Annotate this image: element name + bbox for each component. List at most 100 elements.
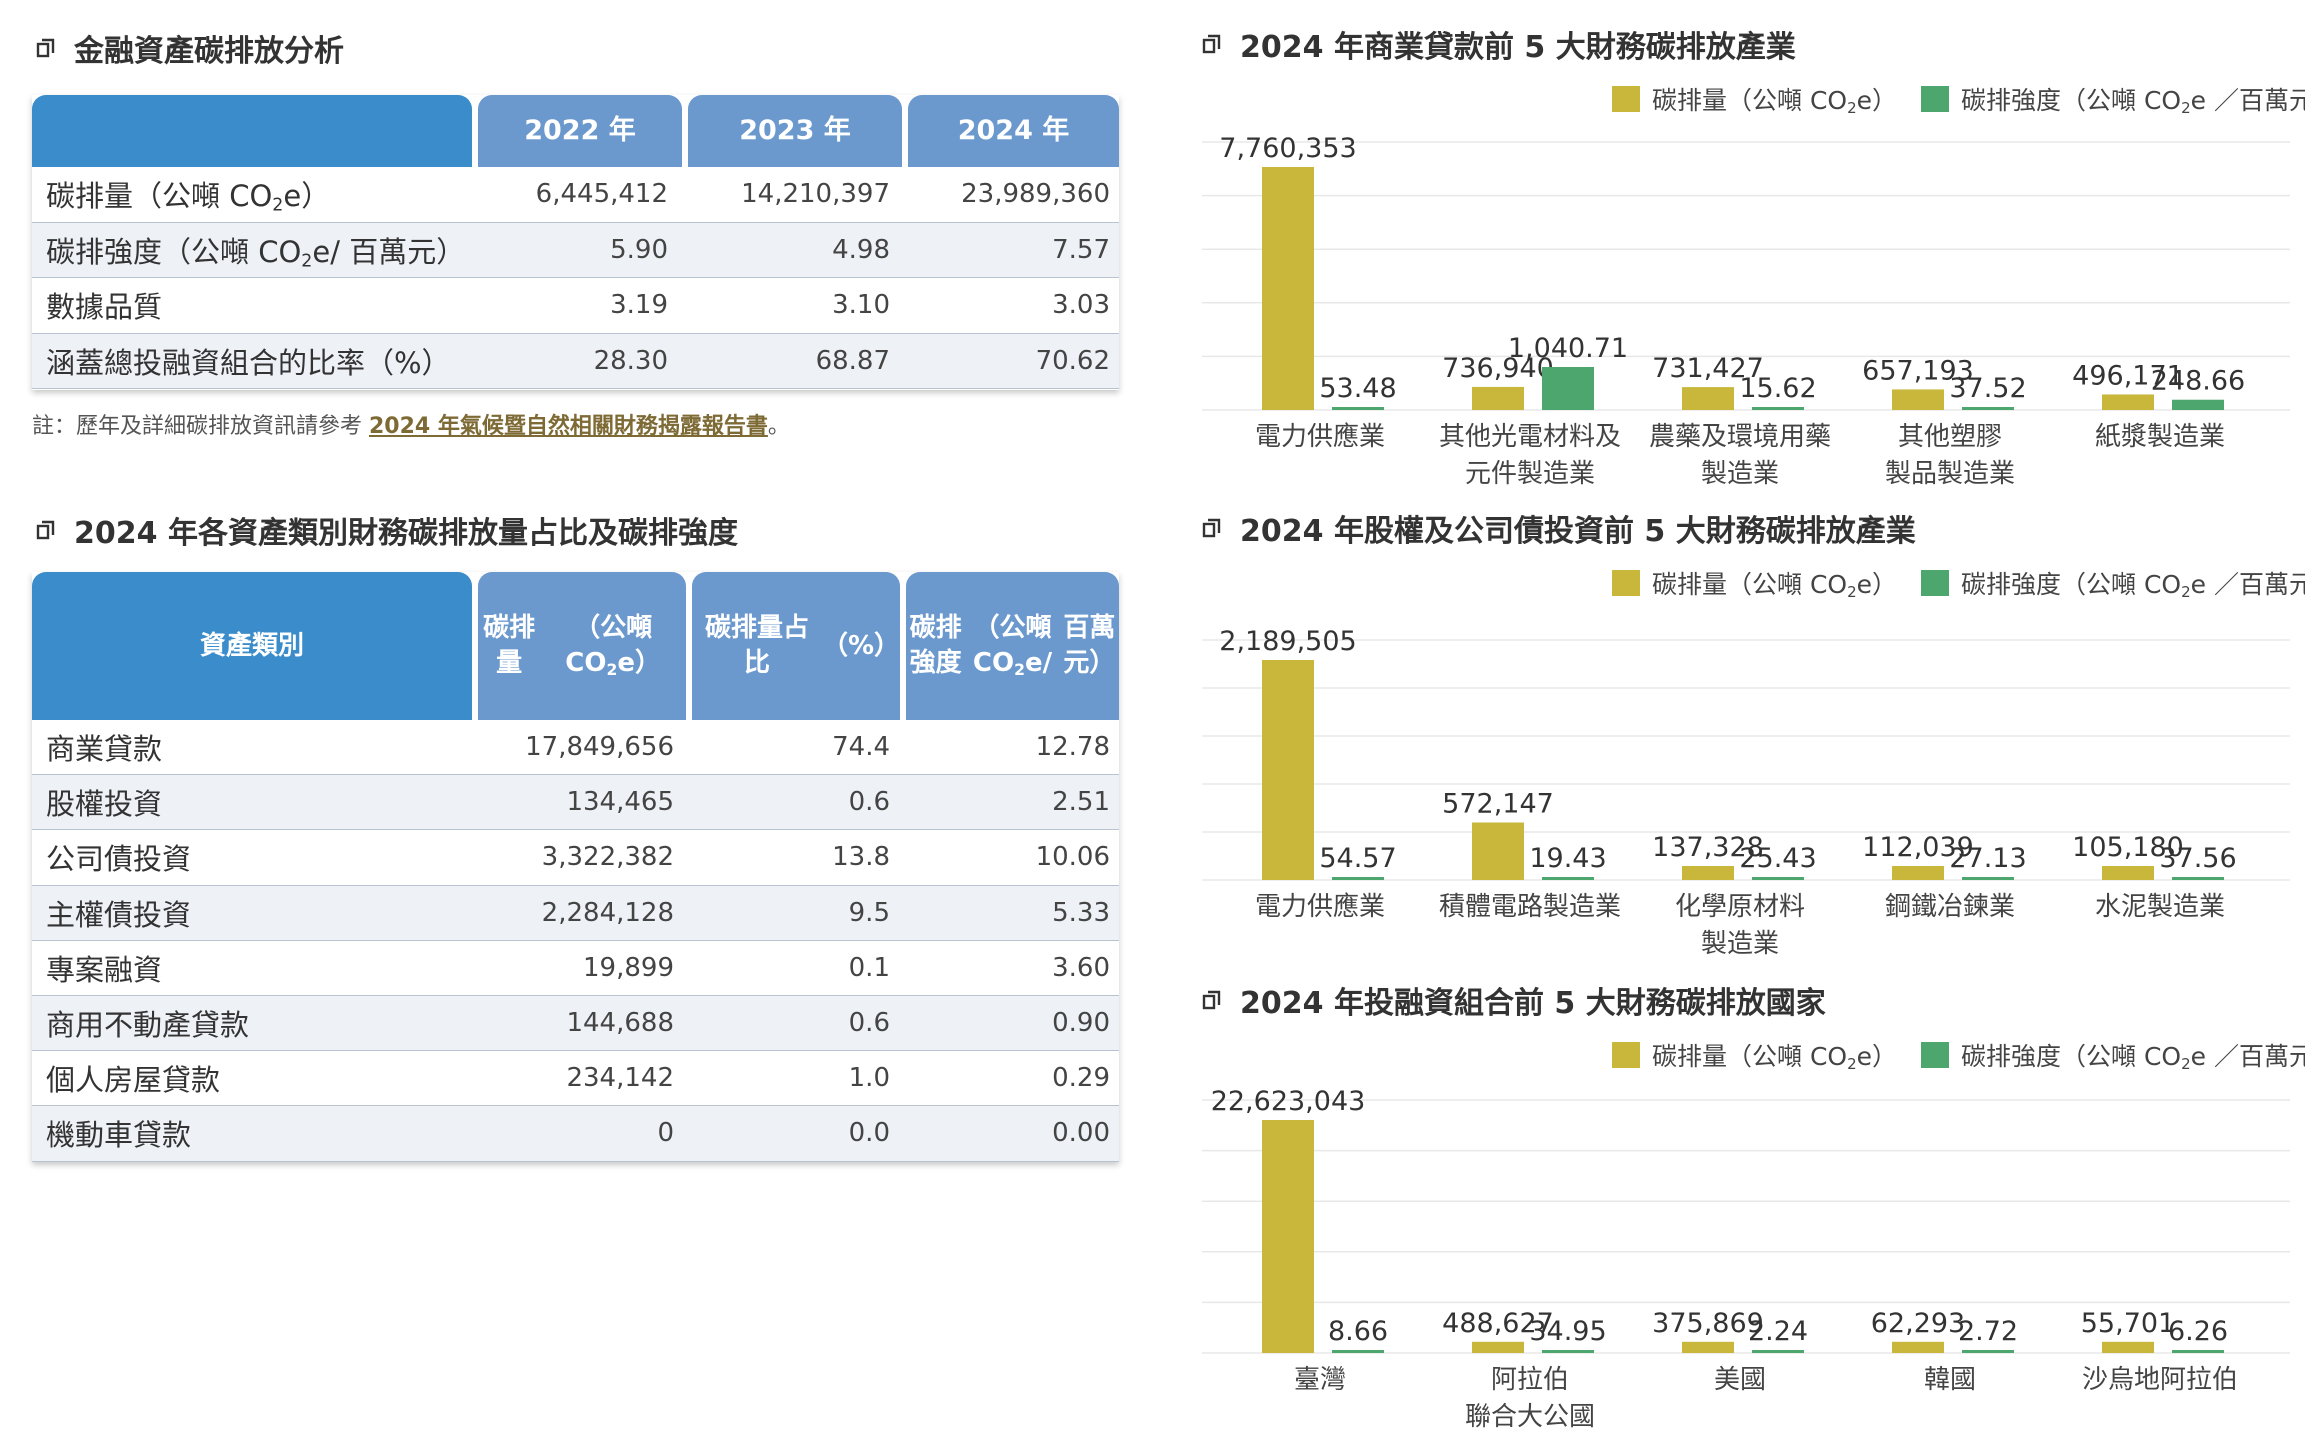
row-label: 主權債投資 [46, 897, 192, 932]
legend-item: 碳排強度（公噸 CO2e ／百萬元） [1921, 81, 2305, 117]
table-cell: 3.19 [610, 290, 668, 321]
legend-label: 碳排強度（公噸 CO2e ／百萬元） [1961, 1042, 2305, 1073]
row-label: 公司債投資 [46, 842, 192, 877]
row-label: 股權投資 [46, 787, 163, 822]
emissions-summary-table: 2022 年 2023 年 2024 年碳排量（公噸 CO2e） 6,445,412 1… [32, 95, 1119, 390]
intensity-value-label: 6.26 [2168, 1316, 2228, 1347]
table-row: 商用不動產貸款 144,688 0.6 0.90 [32, 996, 1119, 1052]
category-label: 農藥及環境用藥 [1649, 422, 1831, 452]
legend-swatch [1921, 86, 1950, 112]
table-header-corner [32, 95, 472, 167]
table-cell: 74.4 [832, 732, 890, 763]
category-label: 紙漿製造業 [2095, 422, 2225, 452]
column-header: 2024 年 [908, 95, 1119, 167]
intensity-bar [1542, 367, 1594, 410]
emission-value-label: 657,193 [1862, 355, 1974, 386]
table-row: 主權債投資 2,284,128 9.5 5.33 [32, 885, 1119, 941]
intensity-value-label: 54.57 [1319, 843, 1396, 874]
category-label: 化學原材料 [1675, 892, 1805, 922]
legend-label: 碳排量（公噸 CO2e） [1652, 1042, 1898, 1073]
report-link[interactable]: 2024 年氣候暨自然相關財務揭露報告書 [369, 414, 768, 439]
table-cell: 17,849,656 [525, 732, 674, 763]
emission-value-label: 375,869 [1652, 1308, 1764, 1339]
emission-value-label: 2,189,505 [1219, 626, 1356, 657]
intensity-bar [1752, 877, 1804, 880]
emission-bar [1682, 1341, 1734, 1353]
legend-label: 碳排量（公噸 CO2e） [1652, 570, 1898, 601]
emission-bar [1682, 387, 1734, 410]
table-cell: 4.98 [832, 234, 890, 265]
emission-bar [2102, 1341, 2154, 1353]
category-label: 積體電路製造業 [1439, 892, 1621, 922]
intensity-value-label: 2.24 [1748, 1316, 1808, 1347]
chart-title-text: 2024 年投融資組合前 5 大財務碳排放國家 [1240, 986, 1826, 1021]
section1-title: 金融資產碳排放分析 [34, 28, 344, 69]
section2-title: 2024 年各資產類別財務碳排放量占比及碳排強度 [34, 510, 738, 551]
intensity-bar [1752, 407, 1804, 410]
legend-label: 碳排強度（公噸 CO2e ／百萬元） [1961, 86, 2305, 117]
column-header: 2022 年 [478, 95, 682, 167]
category-label: 臺灣 [1294, 1365, 1346, 1395]
emission-value-label: 572,147 [1442, 789, 1554, 820]
legend-label: 碳排強度（公噸 CO2e ／百萬元） [1961, 570, 2305, 601]
emission-value-label: 736,940 [1442, 353, 1554, 384]
table-row: 股權投資 134,465 0.6 2.51 [32, 775, 1119, 831]
table-cell: 68.87 [815, 345, 890, 376]
asset-class-table: 資產類別 碳排量 （公噸 CO2e） 碳排量占比 （%） 碳排強度 （公噸 CO2e/百萬元… [32, 572, 1119, 1162]
intensity-bar [2172, 877, 2224, 880]
chart-legend: 碳排量（公噸 CO2e） 碳排強度（公噸 CO2e ／百萬元） [1612, 1037, 2305, 1073]
intensity-bar [2172, 399, 2224, 410]
table-cell: 2.51 [1052, 787, 1110, 818]
table-cell: 1.0 [848, 1063, 890, 1094]
table-cell: 0.29 [1052, 1063, 1110, 1094]
intensity-value-label: 248.66 [2151, 366, 2245, 397]
intensity-value-label: 34.95 [1529, 1316, 1606, 1347]
intensity-bar [1752, 1350, 1804, 1353]
table-row: 機動車貸款 0 0.0 0.00 [32, 1106, 1119, 1162]
table-cell: 0.6 [848, 1008, 890, 1039]
table-cell: 13.8 [832, 842, 890, 873]
table-cell: 3,322,382 [541, 842, 674, 873]
intensity-value-label: 15.62 [1739, 373, 1816, 404]
category-label: 阿拉伯 [1491, 1365, 1569, 1395]
emission-value-label: 62,293 [1871, 1308, 1965, 1339]
table-cell: 5.33 [1052, 897, 1110, 928]
legend-item: 碳排量（公噸 CO2e） [1612, 565, 1897, 601]
emission-bar [1892, 866, 1944, 880]
table-row: 專案融資 19,899 0.1 3.60 [32, 941, 1119, 996]
intensity-bar [1962, 877, 2014, 880]
column-header: 碳排量 （公噸 CO2e） [478, 572, 686, 720]
table-row: 碳排量（公噸 CO2e） 6,445,412 14,210,397 23,989,36… [32, 167, 1119, 223]
note-suffix: 。 [767, 414, 790, 439]
row-label: 涵蓋總投融資組合的比率（%） [46, 345, 451, 380]
intensity-value-label: 53.48 [1319, 373, 1396, 404]
chart-title: 2024 年投融資組合前 5 大財務碳排放國家 [1200, 980, 1826, 1021]
chart-legend: 碳排量（公噸 CO2e） 碳排強度（公噸 CO2e ／百萬元） [1612, 565, 2305, 601]
intensity-value-label: 25.43 [1739, 843, 1816, 874]
emission-bar [2102, 866, 2154, 880]
row-label: 商業貸款 [46, 732, 163, 767]
legend-swatch [1612, 570, 1640, 596]
intensity-value-label: 1,040.71 [1508, 333, 1628, 364]
row-label: 專案融資 [46, 952, 163, 987]
table-cell: 0.0 [848, 1118, 890, 1149]
row-label: 碳排強度（公噸 CO2e/ 百萬元） [46, 234, 466, 271]
emission-bar [1682, 866, 1734, 880]
intensity-bar [1962, 407, 2014, 410]
table-cell: 14,210,397 [741, 179, 890, 210]
chart-title-text: 2024 年商業貸款前 5 大財務碳排放產業 [1240, 30, 1796, 65]
intensity-value-label: 37.56 [2159, 843, 2236, 874]
table-cell: 3.10 [832, 290, 890, 321]
table-cell: 7.57 [1052, 234, 1110, 265]
chart-title: 2024 年股權及公司債投資前 5 大財務碳排放產業 [1200, 508, 1916, 549]
emission-value-label: 105,180 [2072, 832, 2184, 863]
table-cell: 134,465 [566, 787, 674, 818]
table-cell: 70.62 [1035, 345, 1110, 376]
table-cell: 234,142 [566, 1063, 674, 1094]
legend-swatch [1921, 570, 1950, 596]
category-label: 製品製造業 [1885, 459, 2015, 489]
table-cell: 6,445,412 [535, 179, 668, 210]
table-row: 碳排強度（公噸 CO2e/ 百萬元） 5.90 4.98 7.57 [32, 222, 1119, 278]
table-row: 個人房屋貸款 234,142 1.0 0.29 [32, 1051, 1119, 1107]
table-cell: 144,688 [566, 1008, 674, 1039]
